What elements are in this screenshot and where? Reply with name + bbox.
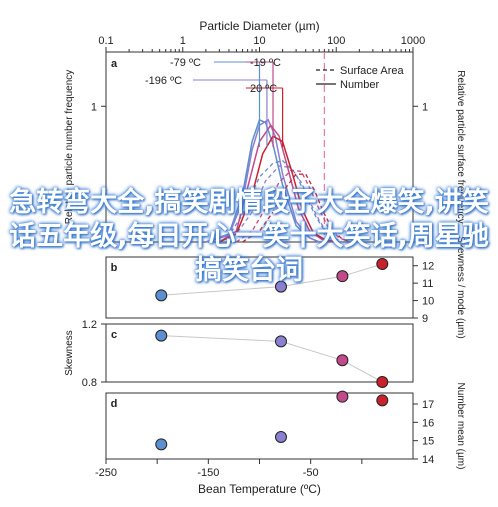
- panel-d-point-3: [376, 394, 389, 407]
- panel-a-y-tick-label: 0: [91, 237, 97, 249]
- panel-c-ylabel: Skewness: [64, 330, 75, 376]
- panel-a-x-tick-label: 100: [327, 35, 345, 47]
- x-axis-tick-label: -150: [197, 467, 219, 479]
- panel-c-frame: [105, 323, 414, 383]
- panel-d-y-tick-label: 15: [422, 436, 434, 448]
- annotation-label-2: -19 ºC: [250, 57, 281, 69]
- panel-b-point-0: [155, 289, 168, 302]
- panel-b-y-tick-label: 9: [422, 313, 428, 325]
- panel-a-x-tick-label: 1: [180, 35, 186, 47]
- panel-b-y-tick-label: 11: [422, 278, 433, 290]
- panel-b-point-3: [376, 257, 389, 270]
- panel-d-point-0: [155, 438, 168, 451]
- panel-d-ylabel: Number mean (µm): [455, 383, 466, 470]
- panel-b-y-tick-label: 10: [422, 296, 434, 308]
- series-line-surface-0: [205, 159, 340, 243]
- panel-a-ylabel-left: Relative particle number frequency: [64, 70, 75, 225]
- panel-b-letter: b: [111, 262, 118, 274]
- panel-d-y-tick-label: 16: [422, 417, 434, 429]
- annotation-label-1: -196 ºC: [145, 75, 182, 87]
- panel-a-title: Particle Diameter (µm): [199, 19, 319, 33]
- panel-b-point-1: [274, 280, 287, 293]
- panel-a-letter: a: [111, 58, 118, 70]
- legend-label-surface: Surface Area: [340, 65, 404, 77]
- panel-a-x-tick-label: 10: [253, 35, 265, 47]
- panel-c-trend-line: [161, 335, 383, 383]
- panel-d-y-tick-label: 17: [422, 399, 434, 411]
- panel-d-point-2: [336, 390, 349, 403]
- panel-c-y-tick-label: 0.8: [82, 377, 97, 389]
- x-axis-tick-label: -50: [303, 467, 319, 479]
- panel-a-y2-tick-label: 1: [422, 101, 428, 113]
- panel-c-y-tick-label: 1.2: [82, 319, 97, 331]
- panel-d-point-1: [274, 431, 287, 443]
- series-line-surface-1: [219, 165, 343, 243]
- x-axis-label: Bean Temperature (ºC): [198, 482, 321, 496]
- legend-label-number: Number: [340, 79, 379, 91]
- panel-a-x-tick-label: 1000: [401, 35, 425, 47]
- panel-b-ylabel: Skewness / mode (µm): [455, 236, 466, 338]
- panel-c-point-0: [155, 329, 168, 342]
- series-line-surface-3: [242, 173, 353, 243]
- panel-b-trend-line: [161, 263, 383, 296]
- series-line-number-2: [218, 124, 333, 243]
- annotation-label-0: -79 ºC: [170, 57, 201, 69]
- panel-b-y-tick-label: 12: [422, 261, 434, 273]
- panel-a-y-tick-label: 1: [91, 101, 97, 113]
- panel-c-point-3: [376, 376, 389, 388]
- panel-a-x-tick-label: 0.1: [98, 35, 113, 47]
- series-line-number-1: [205, 118, 320, 243]
- panel-d-frame: [105, 392, 414, 460]
- panel-b-point-2: [336, 270, 349, 283]
- panel-c-point-1: [274, 335, 287, 348]
- series-line-surface-2: [236, 169, 351, 243]
- panel-c-letter: c: [111, 329, 117, 341]
- x-axis-tick-label: -250: [95, 467, 117, 479]
- panel-d-y-tick-label: 14: [422, 454, 434, 466]
- panel-a-y2-tick-label: 0: [422, 237, 428, 249]
- watermark-overlay-text: 急转弯大全,搞笑剧情段子大全爆笑,讲笑话五年级,每日开心一笑十大笑话,周星驰搞笑…: [9, 187, 489, 286]
- annotation-label-3: 20 ºC: [250, 83, 277, 95]
- series-line-number-0: [205, 118, 320, 243]
- panel-c-point-2: [336, 354, 349, 367]
- panel-d-letter: d: [111, 398, 118, 410]
- panel-a-ylabel-right: Relative particle surface frequency: [455, 70, 466, 223]
- panel-b-frame: [105, 256, 414, 319]
